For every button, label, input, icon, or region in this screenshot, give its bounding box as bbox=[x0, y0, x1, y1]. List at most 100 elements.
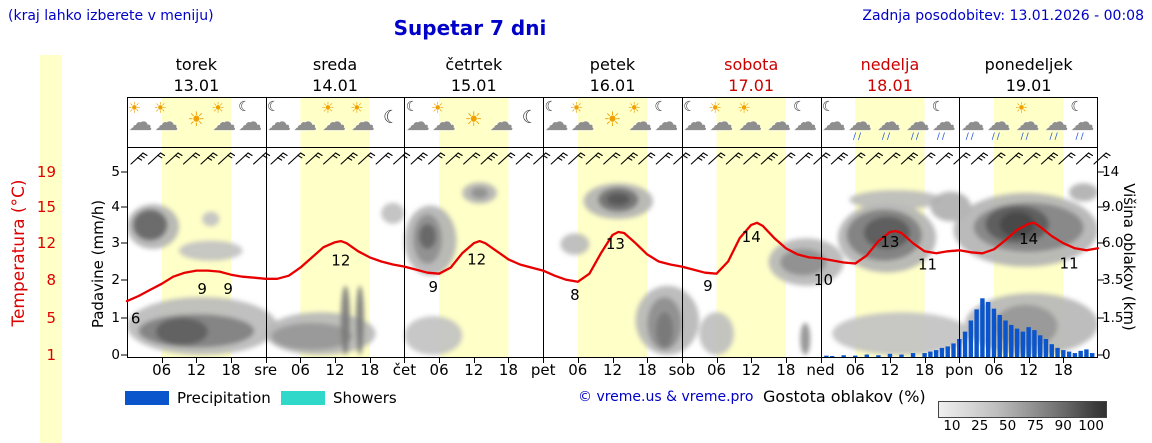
cloud-icon: ☁ bbox=[793, 108, 818, 136]
precip-bar bbox=[899, 354, 904, 358]
precipitation-legend-label: Precipitation bbox=[177, 389, 271, 407]
precip-bar bbox=[962, 331, 968, 358]
drops-icon: ∕∕ bbox=[936, 132, 947, 142]
precip-bar bbox=[939, 347, 945, 358]
precipitation-bars bbox=[824, 298, 1095, 358]
time-tick-label: 12 bbox=[464, 361, 484, 379]
precip-bar bbox=[980, 298, 985, 358]
temp-value-label: 13 bbox=[606, 235, 625, 253]
cloud-icon: ☁ bbox=[960, 108, 985, 136]
last-update-text: Zadnja posodobitev: 13.01.2026 - 00:08 bbox=[862, 8, 1144, 24]
precip-bar bbox=[1026, 327, 1031, 358]
day-header-četrtek: četrtek 15.01 bbox=[404, 54, 543, 96]
weather-icon-night-rain: ☾ ☁ ∕∕ bbox=[1069, 99, 1099, 145]
precip-bar bbox=[933, 350, 939, 358]
weather-icon-cloudy: ☁ bbox=[488, 99, 518, 145]
cloud-icon: ☁ bbox=[654, 108, 679, 136]
sun-icon: ☀ bbox=[127, 99, 141, 117]
temp-value-label: 12 bbox=[331, 251, 350, 269]
cloud-icon: ☁ bbox=[848, 108, 873, 136]
credit-link[interactable]: © vreme.us & vreme.pro bbox=[578, 389, 754, 405]
moon-icon: ☾ bbox=[238, 99, 251, 115]
precip-tick-value: 0 bbox=[111, 347, 120, 363]
moon-icon: ☾ bbox=[521, 107, 538, 128]
moon-icon: ☾ bbox=[654, 99, 667, 115]
sun-icon: ☀ bbox=[569, 99, 584, 117]
cloud-density-tick-labels: 10 25 50 75 90 100 bbox=[938, 418, 1105, 434]
weather-icon-rain: ☁ ∕∕ bbox=[1043, 99, 1073, 145]
time-tick-label: 18 bbox=[498, 361, 518, 379]
precip-bar bbox=[1055, 347, 1060, 358]
cloud-icon: ☁ bbox=[267, 108, 292, 136]
precip-bar bbox=[951, 343, 956, 358]
cloud-tick-value: 3.5 bbox=[1102, 272, 1124, 288]
precip-bar bbox=[1014, 328, 1020, 358]
weather-icon-partly: ☀ ☁ bbox=[126, 99, 156, 145]
weather-icon-sun: ☀ bbox=[598, 99, 628, 145]
cloud-icon: ☁ bbox=[489, 108, 514, 136]
temp-value-label: 14 bbox=[742, 228, 761, 246]
cloud-icon: ☁ bbox=[905, 108, 930, 136]
time-tick-label: 12 bbox=[741, 361, 761, 379]
moon-icon: ☾ bbox=[793, 99, 806, 115]
drops-icon: ∕∕ bbox=[991, 132, 1002, 142]
density-tick-value: 50 bbox=[998, 418, 1017, 434]
cloud-icon: ☁ bbox=[570, 108, 595, 136]
precip-bar bbox=[1049, 344, 1054, 358]
weather-icon-cloudy: ☁ bbox=[291, 99, 321, 145]
day-name: torek bbox=[175, 55, 218, 74]
sun-icon: ☀ bbox=[187, 107, 206, 131]
weather-icon-sun: ☀ bbox=[459, 99, 489, 145]
density-tick-value: 75 bbox=[1026, 418, 1044, 434]
precip-bar bbox=[1038, 335, 1043, 358]
cloud-icon: ☁ bbox=[350, 108, 375, 136]
density-tick-value: 10 bbox=[943, 418, 961, 434]
weather-icon-partly: ☀ ☁ bbox=[736, 99, 766, 145]
weather-icon-rain: ☁ ∕∕ bbox=[985, 99, 1015, 145]
precip-bar bbox=[1072, 353, 1078, 358]
precip-bar bbox=[1020, 331, 1026, 358]
moon-icon: ☾ bbox=[1070, 99, 1084, 115]
weather-icon-night-partly: ☾ ☁ bbox=[236, 99, 266, 145]
time-tick-label: 12 bbox=[880, 361, 900, 379]
time-tick-label: 18 bbox=[221, 361, 241, 379]
precip-bar bbox=[841, 355, 846, 358]
cloud-icon: ☁ bbox=[822, 108, 847, 136]
precip-bar bbox=[1032, 330, 1037, 358]
cloud-tick-value: 9.0 bbox=[1102, 199, 1124, 215]
cloud-icon: ☁ bbox=[738, 108, 763, 136]
sun-icon: ☀ bbox=[321, 99, 335, 117]
temperature-line bbox=[125, 221, 1100, 303]
cloud-icon: ☁ bbox=[1044, 108, 1069, 136]
temp-value-label: 12 bbox=[467, 250, 486, 268]
precip-bar bbox=[1003, 320, 1008, 358]
weather-icon-night-partly: ☾ ☁ bbox=[404, 99, 434, 145]
precipitation-legend-swatch bbox=[125, 391, 169, 405]
precip-bar bbox=[1066, 351, 1072, 358]
weather-icon-partly-rain: ☀ ☁ ∕∕ bbox=[1014, 99, 1044, 145]
temp-value-label: 13 bbox=[880, 233, 899, 251]
weather-icon-partly: ☀ ☁ bbox=[430, 99, 460, 145]
weather-icon-partly: ☀ ☁ bbox=[626, 99, 656, 145]
day-name: sobota bbox=[724, 55, 779, 74]
temp-tick-value: 1 bbox=[46, 346, 56, 364]
weather-icon-partly: ☀ ☁ bbox=[152, 99, 182, 145]
drops-icon: ∕∕ bbox=[853, 132, 864, 142]
weather-icon-night: ☾ bbox=[514, 99, 544, 145]
precip-bar bbox=[985, 302, 991, 358]
temp-value-label: 9 bbox=[703, 277, 713, 295]
precip-tick-value: 5 bbox=[111, 164, 120, 180]
time-tick-label: 18 bbox=[915, 361, 935, 379]
time-tick-label: 06 bbox=[290, 361, 310, 379]
wind-barbs-row bbox=[130, 152, 1111, 165]
cloud-icon: ☁ bbox=[154, 108, 179, 136]
precip-bar bbox=[853, 355, 858, 358]
temp-value-label: 9 bbox=[197, 280, 207, 298]
page-title: Supetar 7 dni bbox=[393, 16, 547, 40]
precip-bar bbox=[991, 308, 997, 358]
weather-icon-night-partly: ☾ ☁ bbox=[543, 99, 573, 145]
moon-icon: ☾ bbox=[544, 99, 558, 115]
day-name: nedelja bbox=[860, 55, 920, 74]
